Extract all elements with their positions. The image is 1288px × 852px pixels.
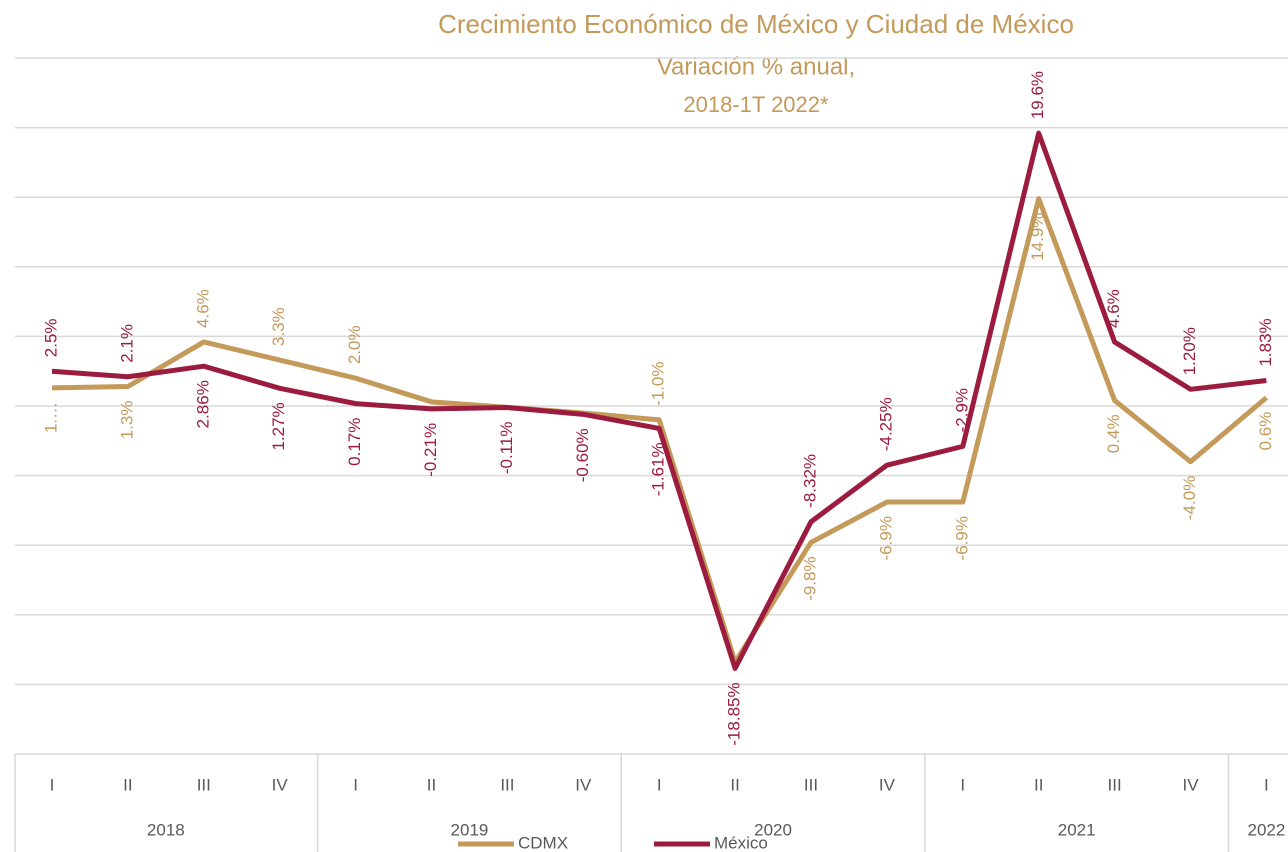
data-label: 1.3% bbox=[117, 401, 136, 440]
data-label: -0.60% bbox=[573, 428, 592, 482]
year-label: 2018 bbox=[147, 820, 185, 839]
data-label: 1.27% bbox=[269, 402, 288, 450]
data-label: -2.9% bbox=[952, 388, 971, 432]
x-tick-label: IV bbox=[575, 775, 592, 794]
x-tick-label: I bbox=[657, 775, 662, 794]
x-tick-label: II bbox=[427, 775, 436, 794]
x-tick-label: I bbox=[353, 775, 358, 794]
data-label: 0.17% bbox=[345, 418, 364, 466]
x-tick-label: II bbox=[1034, 775, 1043, 794]
x-tick-label: III bbox=[804, 775, 818, 794]
data-label: -8.32% bbox=[800, 454, 819, 508]
chart-subtitle: 2018-1T 2022* bbox=[683, 92, 829, 117]
x-tick-label: II bbox=[730, 775, 739, 794]
data-label: 2.86% bbox=[193, 380, 212, 428]
data-label: 0.4% bbox=[1104, 414, 1123, 453]
x-tick-label: III bbox=[1108, 775, 1122, 794]
chart-title: Crecimiento Económico de México y Ciudad… bbox=[438, 9, 1074, 39]
data-label: 2.5% bbox=[41, 318, 60, 357]
data-label: -1.61% bbox=[649, 442, 668, 496]
data-label: 4.6% bbox=[1104, 289, 1123, 328]
data-label: -0.11% bbox=[497, 422, 516, 475]
data-label: 2.0% bbox=[345, 325, 364, 364]
data-label: 2.1% bbox=[117, 324, 136, 363]
data-label: -18.85% bbox=[725, 682, 744, 745]
data-label: -1.0% bbox=[649, 361, 668, 405]
x-tick-label: III bbox=[197, 775, 211, 794]
data-label: 19.6% bbox=[1028, 71, 1047, 119]
x-tick-label: I bbox=[960, 775, 965, 794]
data-label: 1.20% bbox=[1180, 327, 1199, 375]
data-label: 3.3% bbox=[269, 307, 288, 346]
data-label: -4.0% bbox=[1180, 476, 1199, 520]
x-tick-label: IV bbox=[1182, 775, 1199, 794]
year-label: 2021 bbox=[1058, 820, 1096, 839]
data-label: -6.9% bbox=[952, 516, 971, 560]
x-tick-label: IV bbox=[272, 775, 289, 794]
x-tick-label: I bbox=[50, 775, 55, 794]
year-label: 2019 bbox=[451, 820, 489, 839]
year-label: 2022 bbox=[1247, 820, 1285, 839]
x-tick-label: II bbox=[123, 775, 132, 794]
x-tick-label: IV bbox=[879, 775, 896, 794]
data-label: -6.9% bbox=[876, 516, 895, 560]
data-label: -0.21% bbox=[421, 423, 440, 477]
year-label: 2020 bbox=[754, 820, 792, 839]
series-line bbox=[51, 130, 1267, 671]
data-label: 1.83% bbox=[1256, 318, 1275, 366]
x-tick-label: I bbox=[1264, 775, 1269, 794]
data-label: 4.6% bbox=[193, 289, 212, 328]
legend-label: México bbox=[714, 833, 768, 852]
data-label: 14.9% bbox=[1028, 213, 1047, 261]
data-label: -4.25% bbox=[876, 397, 895, 451]
data-label: 0.6% bbox=[1256, 412, 1275, 451]
legend-label: CDMX bbox=[518, 833, 568, 852]
data-label: -9.8% bbox=[800, 556, 819, 600]
data-label: 1.… bbox=[41, 402, 60, 433]
x-tick-label: III bbox=[500, 775, 514, 794]
series-line bbox=[51, 196, 1269, 665]
